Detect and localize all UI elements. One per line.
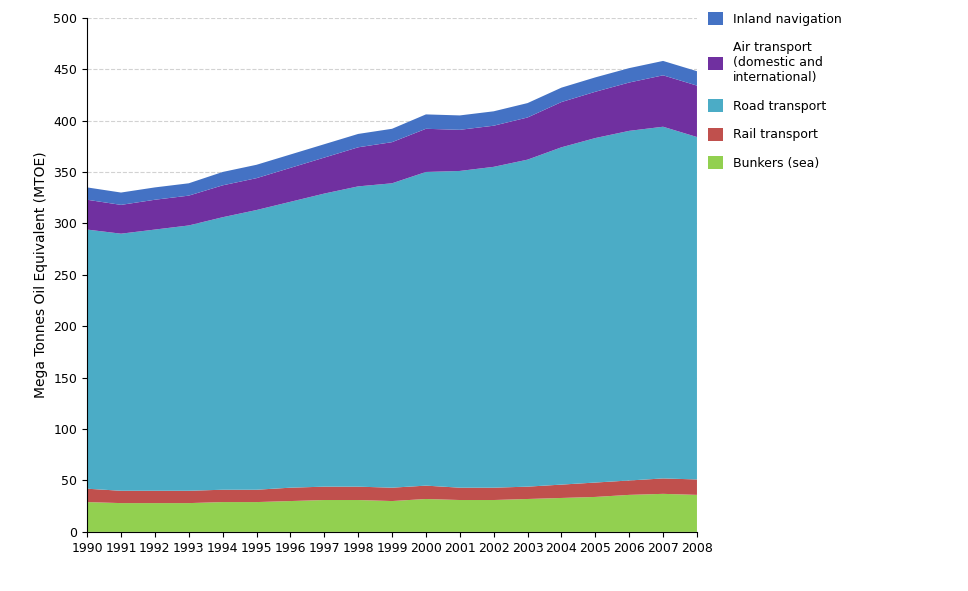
Y-axis label: Mega Tonnes Oil Equivalent (MTOE): Mega Tonnes Oil Equivalent (MTOE): [34, 151, 47, 398]
Legend: Inland navigation, Air transport
(domestic and
international), Road transport, R: Inland navigation, Air transport (domest…: [703, 8, 847, 175]
